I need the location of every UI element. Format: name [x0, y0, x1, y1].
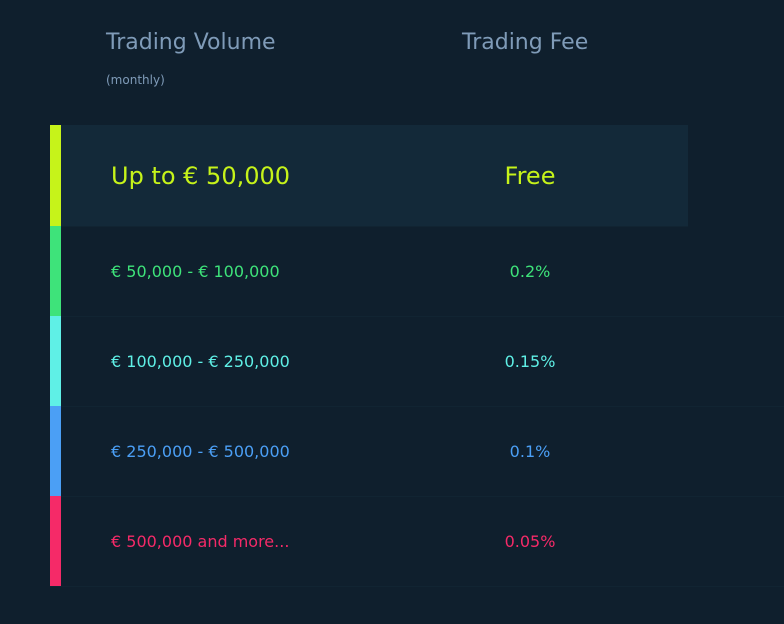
- tier-row: Up to € 50,000 Free: [50, 125, 688, 227]
- tier-volume: € 500,000 and more...: [111, 531, 290, 551]
- volume-subheader: (monthly): [106, 73, 165, 87]
- tier-row: € 250,000 - € 500,000 0.1%: [50, 406, 784, 497]
- tier-fee: 0.2%: [509, 261, 551, 281]
- tier-fee: 0.1%: [509, 441, 551, 461]
- fee-header: Trading Fee: [462, 30, 589, 55]
- tier-row: € 50,000 - € 100,000 0.2%: [50, 226, 784, 317]
- tier-color-bar: [50, 496, 61, 586]
- tier-color-bar: [50, 406, 61, 496]
- tier-volume: € 50,000 - € 100,000: [111, 261, 280, 281]
- tier-fee: Free: [504, 161, 556, 190]
- tier-color-bar: [50, 316, 61, 406]
- tier-row: € 100,000 - € 250,000 0.15%: [50, 316, 784, 407]
- tier-volume: € 100,000 - € 250,000: [111, 351, 290, 371]
- tier-volume: € 250,000 - € 500,000: [111, 441, 290, 461]
- tier-row: € 500,000 and more... 0.05%: [50, 496, 784, 587]
- volume-header: Trading Volume: [106, 30, 276, 55]
- tier-volume: Up to € 50,000: [111, 161, 291, 190]
- tier-fee: 0.05%: [504, 531, 556, 551]
- tier-fee: 0.15%: [504, 351, 556, 371]
- tier-color-bar: [50, 226, 61, 316]
- tier-color-bar: [50, 125, 61, 226]
